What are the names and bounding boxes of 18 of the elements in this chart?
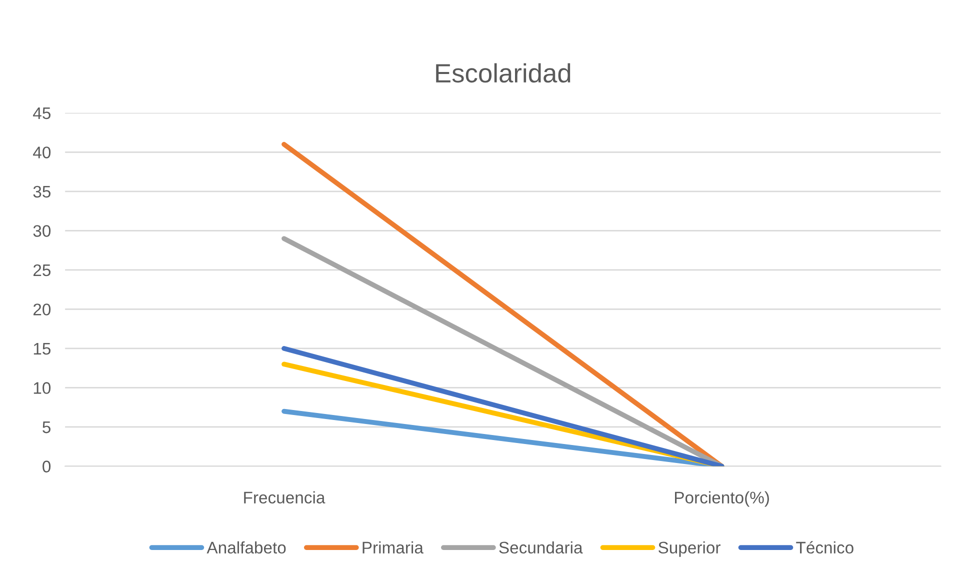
y-tick-label: 25 [33, 264, 50, 276]
y-tick-label: 30 [33, 225, 51, 237]
legend-label: Secundaria [499, 541, 583, 554]
x-tick-label: Porciento(%) [675, 491, 769, 507]
y-tick-label: 15 [34, 343, 50, 355]
legend-label: Técnico [796, 541, 854, 554]
y-tick-label: 20 [33, 304, 51, 316]
legend-label: Primaria [362, 541, 424, 554]
x-tick-label: Frecuencia [244, 491, 326, 504]
y-tick-label: 10 [34, 382, 51, 394]
legend-label: Superior [658, 541, 720, 557]
legend-label: Analfabeto [206, 541, 286, 554]
y-tick-label: 0 [42, 460, 51, 472]
y-tick-label: 5 [42, 422, 50, 434]
y-tick-label: 35 [33, 186, 50, 198]
y-tick-label: 40 [33, 146, 51, 158]
y-tick-label: 45 [33, 107, 50, 120]
chart-title: Escolaridad [436, 63, 570, 83]
